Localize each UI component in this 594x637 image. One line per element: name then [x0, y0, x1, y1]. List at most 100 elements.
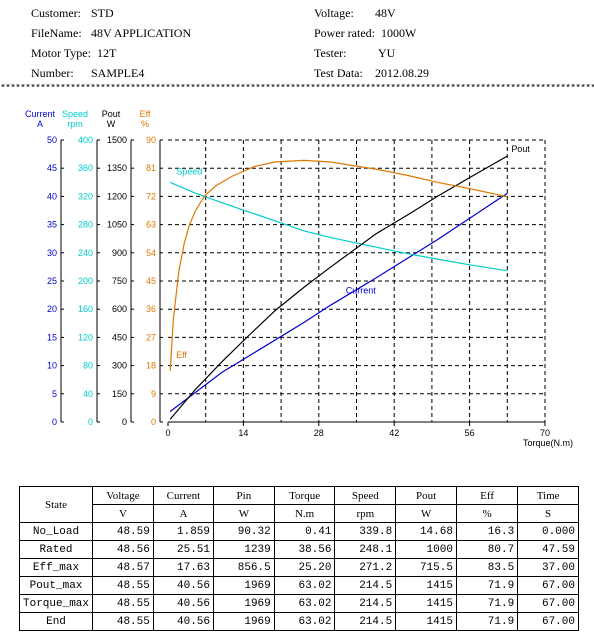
- axis-unit-pout: W: [107, 119, 116, 129]
- x-tick-label: 0: [165, 428, 170, 438]
- value-cell: 1969: [213, 612, 275, 631]
- x-tick-label: 70: [540, 428, 550, 438]
- value-cell: 48.55: [92, 576, 154, 595]
- tick-label-pout: 1500: [107, 135, 127, 145]
- motortype-row: Motor Type: 12T: [31, 46, 116, 61]
- tick-label-eff: 90: [146, 135, 156, 145]
- power-value: 1000W: [381, 26, 417, 40]
- voltage-label: Voltage:: [314, 6, 354, 20]
- tick-label-pout: 450: [112, 332, 127, 342]
- value-cell: 90.32: [213, 522, 275, 541]
- axis-title-current: Current: [25, 109, 56, 119]
- tick-label-current: 10: [47, 361, 57, 371]
- motortype-value: 12T: [97, 46, 117, 60]
- series-label-eff: Eff: [176, 350, 187, 360]
- state-cell: Eff_max: [18, 558, 94, 577]
- tick-label-pout: 150: [112, 389, 127, 399]
- state-cell: No_Load: [18, 522, 94, 541]
- series-label-speed: Speed: [176, 166, 202, 176]
- axis-title-eff: Eff: [140, 109, 151, 119]
- series-layer: [169, 155, 508, 420]
- column-header: Pout: [395, 486, 457, 505]
- value-cell: 48.55: [92, 594, 154, 613]
- tick-label-speed: 200: [78, 276, 93, 286]
- value-cell: 71.9: [455, 576, 519, 595]
- value-cell: 40.56: [152, 594, 215, 613]
- tick-label-speed: 280: [78, 220, 93, 230]
- grid-layer: [168, 139, 546, 422]
- tick-label-pout: 300: [112, 361, 127, 371]
- tick-label-pout: 600: [112, 304, 127, 314]
- tick-label-speed: 40: [83, 389, 93, 399]
- value-cell: 63.02: [273, 594, 336, 613]
- unit-cell: S: [517, 504, 579, 523]
- tick-label-eff: 72: [146, 191, 156, 201]
- testdata-row: Test Data: 2012.08.29: [314, 66, 429, 81]
- voltage-row: Voltage: 48V: [314, 6, 396, 21]
- unit-cell: N.m: [273, 504, 336, 523]
- customer-value: STD: [91, 6, 114, 20]
- value-cell: 1415: [395, 576, 457, 595]
- table-header-row: State Voltage Current Pin Torque Speed Pout Eff…: [18, 486, 579, 523]
- power-row: Power rated: 1000W: [314, 26, 416, 41]
- testdata-value: 2012.08.29: [375, 66, 429, 80]
- axis-title-pout: Pout: [102, 109, 121, 119]
- column-header: Pin: [213, 486, 275, 505]
- value-cell: 1.859: [152, 522, 215, 541]
- separator-stars: ****************************************…: [0, 84, 594, 95]
- tester-row: Tester: YU: [314, 46, 395, 61]
- value-cell: 40.56: [152, 576, 215, 595]
- filename-label: FileName:: [31, 26, 82, 40]
- tick-label-current: 50: [47, 135, 57, 145]
- tick-label-pout: 750: [112, 276, 127, 286]
- value-cell: 48.56: [92, 540, 154, 559]
- value-cell: 1969: [213, 576, 275, 595]
- power-label: Power rated:: [314, 26, 375, 40]
- tick-label-eff: 36: [146, 304, 156, 314]
- value-cell: 856.5: [213, 558, 275, 577]
- x-tick-label: 28: [314, 428, 324, 438]
- value-cell: 48.59: [92, 522, 154, 541]
- value-cell: 271.2: [334, 558, 397, 577]
- column-header: Speed: [334, 486, 397, 505]
- motortype-label: Motor Type:: [31, 46, 91, 60]
- tick-label-current: 35: [47, 220, 57, 230]
- tick-label-current: 15: [47, 332, 57, 342]
- value-cell: 1415: [395, 594, 457, 613]
- x-tick-label: 56: [465, 428, 475, 438]
- series-line-eff: [169, 159, 508, 371]
- customer-label: Customer:: [31, 6, 81, 20]
- tick-label-current: 20: [47, 304, 57, 314]
- value-cell: 47.59: [517, 540, 579, 559]
- tick-label-speed: 320: [78, 191, 93, 201]
- voltage-value: 48V: [375, 6, 396, 20]
- table-row: Torque_max 48.55 40.56 1969 63.02 214.5 1415 71…: [18, 594, 579, 613]
- column-header: Time: [517, 486, 579, 505]
- tick-label-eff: 54: [146, 248, 156, 258]
- column-header: State: [18, 486, 94, 523]
- value-cell: 1415: [395, 612, 457, 631]
- tick-label-eff: 45: [146, 276, 156, 286]
- tick-label-speed: 0: [88, 417, 93, 427]
- x-axis-label: Torque(N.m): [523, 438, 573, 448]
- tick-label-speed: 160: [78, 304, 93, 314]
- value-cell: 0.000: [517, 522, 579, 541]
- value-cell: 339.8: [334, 522, 397, 541]
- tick-label-current: 0: [52, 417, 57, 427]
- value-cell: 67.00: [517, 612, 579, 631]
- tick-label-speed: 120: [78, 332, 93, 342]
- table-row: No_Load 48.59 1.859 90.32 0.41 339.8 14.68 16.3…: [18, 522, 579, 541]
- axis-unit-eff: %: [141, 119, 149, 129]
- value-cell: 214.5: [334, 612, 397, 631]
- column-header: Eff: [455, 486, 519, 505]
- performance-chart: CurrentA05101520253035404550Speedrpm0408…: [25, 109, 573, 448]
- filename-row: FileName: 48V APPLICATION: [31, 26, 191, 41]
- value-cell: 67.00: [517, 576, 579, 595]
- tick-label-eff: 63: [146, 220, 156, 230]
- unit-cell: rpm: [334, 504, 397, 523]
- tick-label-speed: 400: [78, 135, 93, 145]
- unit-cell: A: [152, 504, 215, 523]
- number-label: Number:: [31, 66, 74, 80]
- tester-value: YU: [378, 46, 396, 60]
- value-cell: 37.00: [517, 558, 579, 577]
